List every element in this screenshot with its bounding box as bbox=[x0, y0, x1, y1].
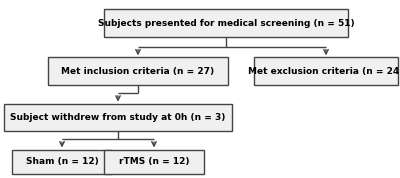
Text: Subject withdrew from study at 0h (n = 3): Subject withdrew from study at 0h (n = 3… bbox=[10, 113, 226, 122]
FancyBboxPatch shape bbox=[12, 150, 112, 174]
FancyBboxPatch shape bbox=[48, 57, 228, 85]
Text: rTMS (n = 12): rTMS (n = 12) bbox=[119, 158, 189, 166]
Text: Sham (n = 12): Sham (n = 12) bbox=[26, 158, 98, 166]
FancyBboxPatch shape bbox=[104, 150, 204, 174]
FancyBboxPatch shape bbox=[104, 9, 348, 37]
Text: Subjects presented for medical screening (n = 51): Subjects presented for medical screening… bbox=[98, 19, 354, 28]
FancyBboxPatch shape bbox=[254, 57, 398, 85]
Text: Met exclusion criteria (n = 24): Met exclusion criteria (n = 24) bbox=[248, 67, 400, 76]
Text: Met inclusion criteria (n = 27): Met inclusion criteria (n = 27) bbox=[62, 67, 214, 76]
FancyBboxPatch shape bbox=[4, 104, 232, 131]
